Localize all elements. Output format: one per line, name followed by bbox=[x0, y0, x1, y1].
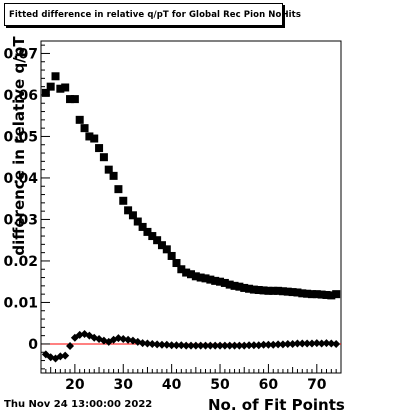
data-point-square bbox=[124, 206, 133, 215]
data-point-square bbox=[235, 282, 244, 291]
data-point-square bbox=[322, 290, 331, 299]
y-tick-label: 0.04 bbox=[3, 171, 38, 187]
data-point-square bbox=[162, 245, 171, 254]
y-tick-label: 0.01 bbox=[3, 295, 38, 311]
y-tick-label: 0 bbox=[28, 337, 38, 353]
data-point-square bbox=[157, 241, 166, 250]
data-point-square bbox=[211, 276, 220, 285]
data-point-square bbox=[46, 82, 55, 91]
data-point-square bbox=[109, 171, 118, 180]
data-point-square bbox=[70, 95, 79, 104]
x-tick-label: 40 bbox=[162, 377, 182, 393]
data-point-square bbox=[274, 286, 283, 295]
data-point-square bbox=[90, 134, 99, 143]
data-point-square bbox=[332, 290, 341, 299]
y-tick-label: 0.02 bbox=[3, 254, 38, 270]
data-point-square bbox=[119, 196, 128, 205]
chart-title: Fitted difference in relative q/pT for G… bbox=[9, 10, 302, 20]
data-point-square bbox=[104, 165, 113, 174]
axis-ticks bbox=[40, 44, 342, 373]
data-point-square bbox=[95, 144, 104, 153]
data-point-square bbox=[206, 275, 215, 284]
data-point-square bbox=[298, 289, 307, 298]
data-point-square bbox=[249, 285, 258, 294]
data-point-square bbox=[307, 290, 316, 299]
y-tick-label: 0.05 bbox=[3, 129, 38, 145]
data-point-square bbox=[201, 274, 210, 283]
data-point-square bbox=[80, 124, 89, 133]
data-point-square bbox=[143, 227, 152, 236]
data-point-square bbox=[230, 281, 239, 290]
data-point-square bbox=[220, 278, 229, 287]
data-point-square bbox=[177, 265, 186, 274]
data-point-square bbox=[191, 272, 200, 281]
x-tick-label: 60 bbox=[259, 377, 279, 393]
data-point-square bbox=[51, 72, 60, 81]
x-tick-label: 30 bbox=[114, 377, 134, 393]
data-point-square bbox=[278, 287, 287, 296]
data-point-square bbox=[172, 259, 181, 268]
data-point-square bbox=[264, 286, 273, 295]
data-point-square bbox=[153, 236, 162, 245]
data-point-square bbox=[327, 291, 336, 300]
data-point-square bbox=[133, 217, 142, 226]
data-point-square bbox=[303, 289, 312, 298]
data-point-square bbox=[283, 287, 292, 296]
data-point-square bbox=[148, 232, 157, 241]
plot-frame bbox=[40, 40, 342, 374]
tick-labels: 20 30 40 50 60 70 0 0.01 0.02 0.03 0.04 0.05 0.06 0.0… bbox=[3, 46, 326, 393]
x-tick-label: 50 bbox=[210, 377, 230, 393]
data-point-square bbox=[61, 83, 70, 92]
data-point-square bbox=[254, 286, 263, 294]
data-markers bbox=[41, 72, 341, 363]
y-axis-label: difference in relative q/pT bbox=[10, 36, 28, 256]
x-tick-label: 20 bbox=[65, 377, 85, 393]
data-point-square bbox=[312, 290, 321, 299]
data-point-square bbox=[75, 115, 84, 124]
data-point-square bbox=[41, 88, 50, 97]
data-point-square bbox=[317, 290, 326, 299]
data-point-square bbox=[99, 153, 108, 162]
data-point-square bbox=[56, 84, 65, 93]
data-point-square bbox=[259, 286, 268, 295]
data-point-square bbox=[182, 268, 191, 277]
data-point-square bbox=[85, 132, 94, 141]
footer-date: Thu Nov 24 13:00:00 2022 bbox=[4, 399, 153, 410]
data-point-square bbox=[240, 283, 249, 292]
data-point-square bbox=[269, 286, 278, 295]
y-tick-label: 0.06 bbox=[3, 88, 38, 104]
data-point-square bbox=[138, 222, 147, 231]
data-point-square bbox=[167, 251, 176, 260]
x-tick-label: 70 bbox=[307, 377, 327, 393]
data-point-square bbox=[187, 270, 195, 279]
data-point-square bbox=[128, 211, 137, 220]
data-point-square bbox=[288, 288, 297, 297]
data-point-square bbox=[216, 277, 225, 286]
data-point-square bbox=[225, 280, 234, 289]
data-point-square bbox=[114, 185, 123, 194]
x-axis-label: No. of Fit Points bbox=[208, 396, 345, 414]
chart-title-box: Fitted difference in relative q/pT for G… bbox=[4, 3, 301, 26]
y-tick-label: 0.03 bbox=[3, 212, 38, 228]
data-point-square bbox=[293, 288, 302, 297]
data-point-square bbox=[66, 95, 75, 104]
data-point-square bbox=[245, 284, 254, 293]
y-tick-label: 0.07 bbox=[3, 46, 38, 62]
data-point-square bbox=[196, 273, 205, 282]
